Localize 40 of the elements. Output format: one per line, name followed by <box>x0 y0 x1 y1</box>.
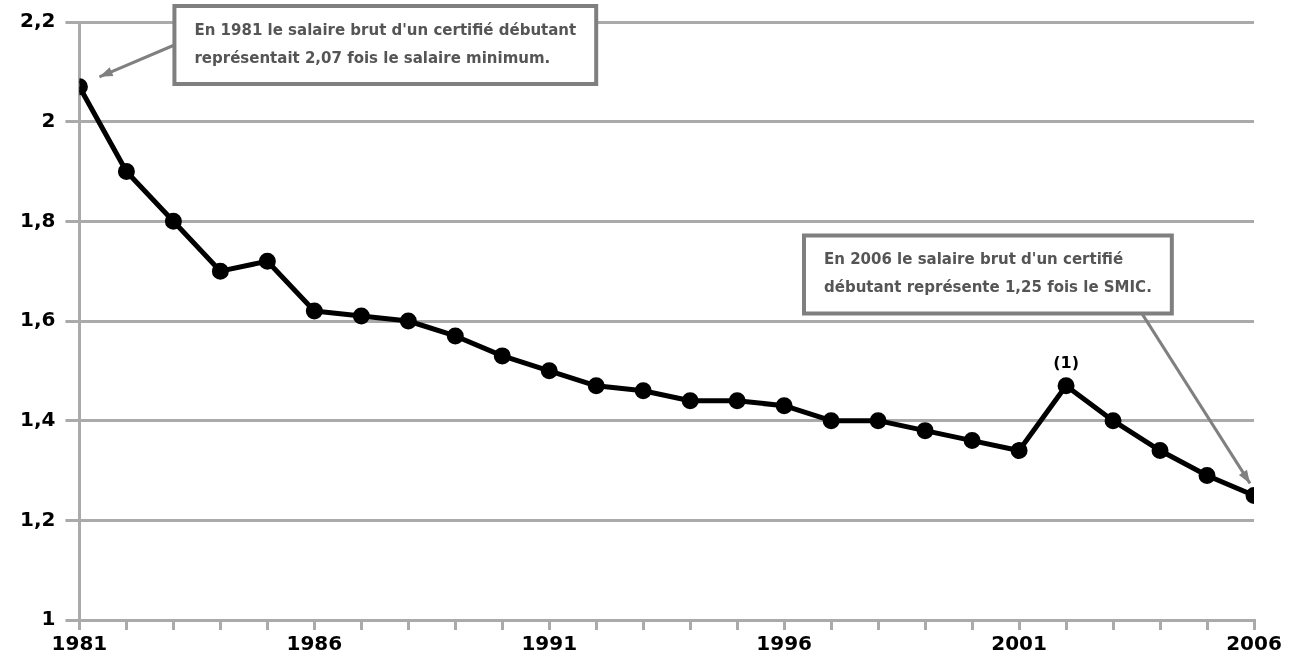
annotation: En 2006 le salaire brut d'un certifié débutant représente 1,25 fois le SMIC. <box>824 250 1152 297</box>
point <box>634 382 652 400</box>
point <box>1010 442 1028 460</box>
y-tick-label: 2,2 <box>19 8 56 33</box>
y-tick-label: 1,6 <box>19 307 56 332</box>
x-tick-label: 2006 <box>1226 631 1282 656</box>
point <box>1198 466 1216 484</box>
y-tick-label: 1,8 <box>19 207 56 232</box>
x-tick-label: 1991 <box>521 631 578 656</box>
point <box>399 312 417 330</box>
y-tick-label: 2 <box>41 107 56 132</box>
point <box>305 302 323 320</box>
x-tick-label: 1996 <box>756 631 813 656</box>
annotation: En 1981 le salaire brut d'un certifié débutant représentait 2,07 fois le salaire minimum. <box>194 20 577 67</box>
x-tick-label: 2001 <box>991 631 1047 656</box>
point <box>963 432 981 450</box>
point <box>916 422 934 440</box>
point <box>681 392 699 410</box>
y-tick-label: 1 <box>41 606 56 631</box>
x-tick-label: 1986 <box>286 631 343 656</box>
point <box>869 412 887 430</box>
y-tick-label: 1,2 <box>19 506 56 531</box>
point <box>1151 442 1169 460</box>
point <box>775 397 793 415</box>
point <box>540 362 558 380</box>
point <box>446 327 464 345</box>
x-tick-label: 1981 <box>51 631 108 656</box>
point <box>164 212 182 230</box>
point <box>822 412 840 430</box>
point <box>117 163 135 180</box>
point <box>352 307 370 325</box>
annotation: (1) <box>1053 352 1079 372</box>
point <box>728 392 746 410</box>
point <box>258 252 276 270</box>
point <box>587 377 605 395</box>
point <box>1057 377 1075 395</box>
point <box>493 347 511 365</box>
y-tick-label: 1,4 <box>19 406 56 431</box>
point <box>1104 412 1122 430</box>
point <box>211 262 229 280</box>
